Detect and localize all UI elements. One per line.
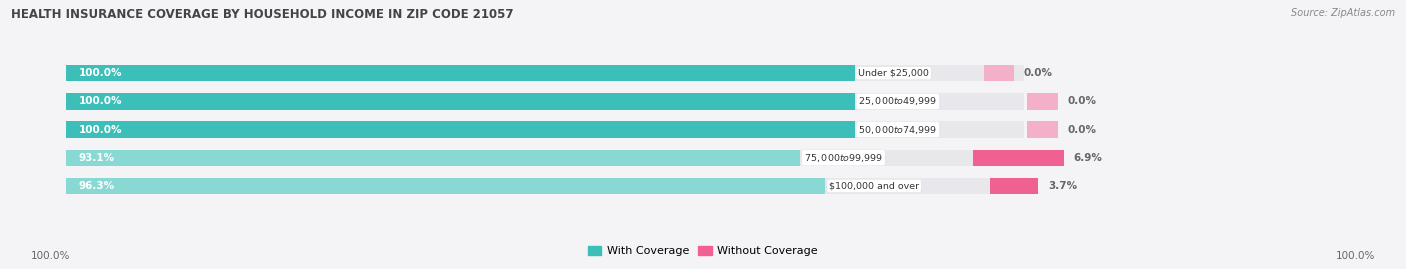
Text: HEALTH INSURANCE COVERAGE BY HOUSEHOLD INCOME IN ZIP CODE 21057: HEALTH INSURANCE COVERAGE BY HOUSEHOLD I… bbox=[11, 8, 513, 21]
Bar bbox=[66, 150, 1025, 166]
Text: $25,000 to $49,999: $25,000 to $49,999 bbox=[858, 95, 938, 107]
Bar bbox=[1028, 93, 1057, 109]
Text: 3.7%: 3.7% bbox=[1047, 181, 1077, 191]
Text: 96.3%: 96.3% bbox=[79, 181, 115, 191]
Text: 100.0%: 100.0% bbox=[31, 251, 70, 261]
Text: Under $25,000: Under $25,000 bbox=[858, 69, 929, 78]
Bar bbox=[66, 65, 855, 82]
Bar bbox=[973, 150, 1064, 166]
Bar bbox=[990, 178, 1039, 194]
Bar bbox=[1028, 121, 1057, 138]
Text: 100.0%: 100.0% bbox=[79, 96, 122, 106]
Text: $50,000 to $74,999: $50,000 to $74,999 bbox=[858, 123, 938, 136]
Text: $100,000 and over: $100,000 and over bbox=[830, 181, 920, 190]
Text: 100.0%: 100.0% bbox=[79, 125, 122, 134]
Text: 93.1%: 93.1% bbox=[79, 153, 115, 163]
Text: 0.0%: 0.0% bbox=[1024, 68, 1053, 78]
Bar bbox=[66, 178, 825, 194]
Bar bbox=[66, 93, 855, 109]
Bar bbox=[66, 150, 800, 166]
Legend: With Coverage, Without Coverage: With Coverage, Without Coverage bbox=[583, 241, 823, 261]
Text: 0.0%: 0.0% bbox=[1067, 125, 1097, 134]
Text: $75,000 to $99,999: $75,000 to $99,999 bbox=[804, 152, 883, 164]
Bar bbox=[66, 65, 1025, 82]
Text: 6.9%: 6.9% bbox=[1074, 153, 1102, 163]
Bar bbox=[984, 65, 1014, 82]
Text: 0.0%: 0.0% bbox=[1067, 96, 1097, 106]
Bar bbox=[66, 178, 1025, 194]
Bar bbox=[66, 121, 855, 138]
Text: 100.0%: 100.0% bbox=[1336, 251, 1375, 261]
Bar bbox=[66, 121, 1025, 138]
Text: 100.0%: 100.0% bbox=[79, 68, 122, 78]
Text: Source: ZipAtlas.com: Source: ZipAtlas.com bbox=[1291, 8, 1395, 18]
Bar bbox=[66, 93, 1025, 109]
